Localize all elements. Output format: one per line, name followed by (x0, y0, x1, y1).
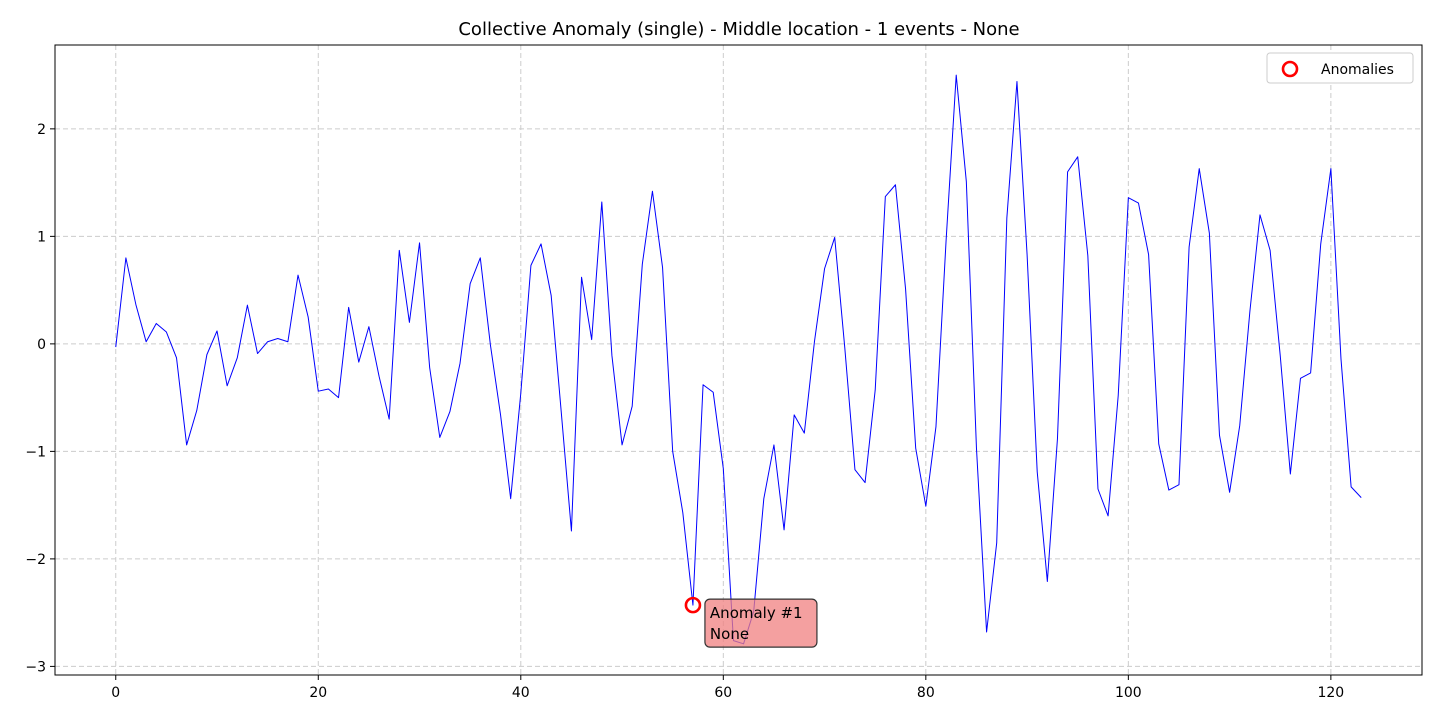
anomaly-marker (684, 596, 702, 614)
annotation-box (704, 598, 818, 648)
x-tick-label: 120 (1317, 685, 1344, 701)
legend-box (1266, 52, 1414, 84)
legend: Anomalies (1266, 52, 1414, 84)
x-tick-label: 0 (111, 685, 120, 701)
y-tick-label: −3 (25, 659, 46, 675)
y-tick-label: −1 (25, 444, 46, 460)
x-tick-label: 80 (917, 685, 935, 701)
legend-marker-anomalies (1281, 60, 1299, 78)
chart-title: Collective Anomaly (single) - Middle loc… (458, 19, 1019, 40)
y-axis: −3 −2 −1 0 1 2 (25, 122, 55, 675)
y-tick-label: 1 (37, 229, 46, 245)
annotation-label: Anomaly #1 (710, 604, 803, 622)
x-tick-label: 40 (512, 685, 530, 701)
annotation-value: None (710, 625, 749, 643)
plot-frame (54, 44, 1423, 676)
y-tick-label: 0 (37, 337, 46, 353)
grid (55, 45, 1422, 675)
x-tick-label: 100 (1115, 685, 1142, 701)
x-axis: 0 20 40 60 80 100 120 (111, 675, 1344, 701)
x-tick-label: 60 (714, 685, 732, 701)
anomaly-layer (684, 596, 702, 614)
y-tick-label: −2 (25, 552, 46, 568)
y-tick-label: 2 (37, 122, 46, 138)
anomaly-annotation: Anomaly #1 None (704, 598, 818, 648)
x-tick-label: 20 (309, 685, 327, 701)
legend-label-anomalies: Anomalies (1321, 62, 1394, 78)
